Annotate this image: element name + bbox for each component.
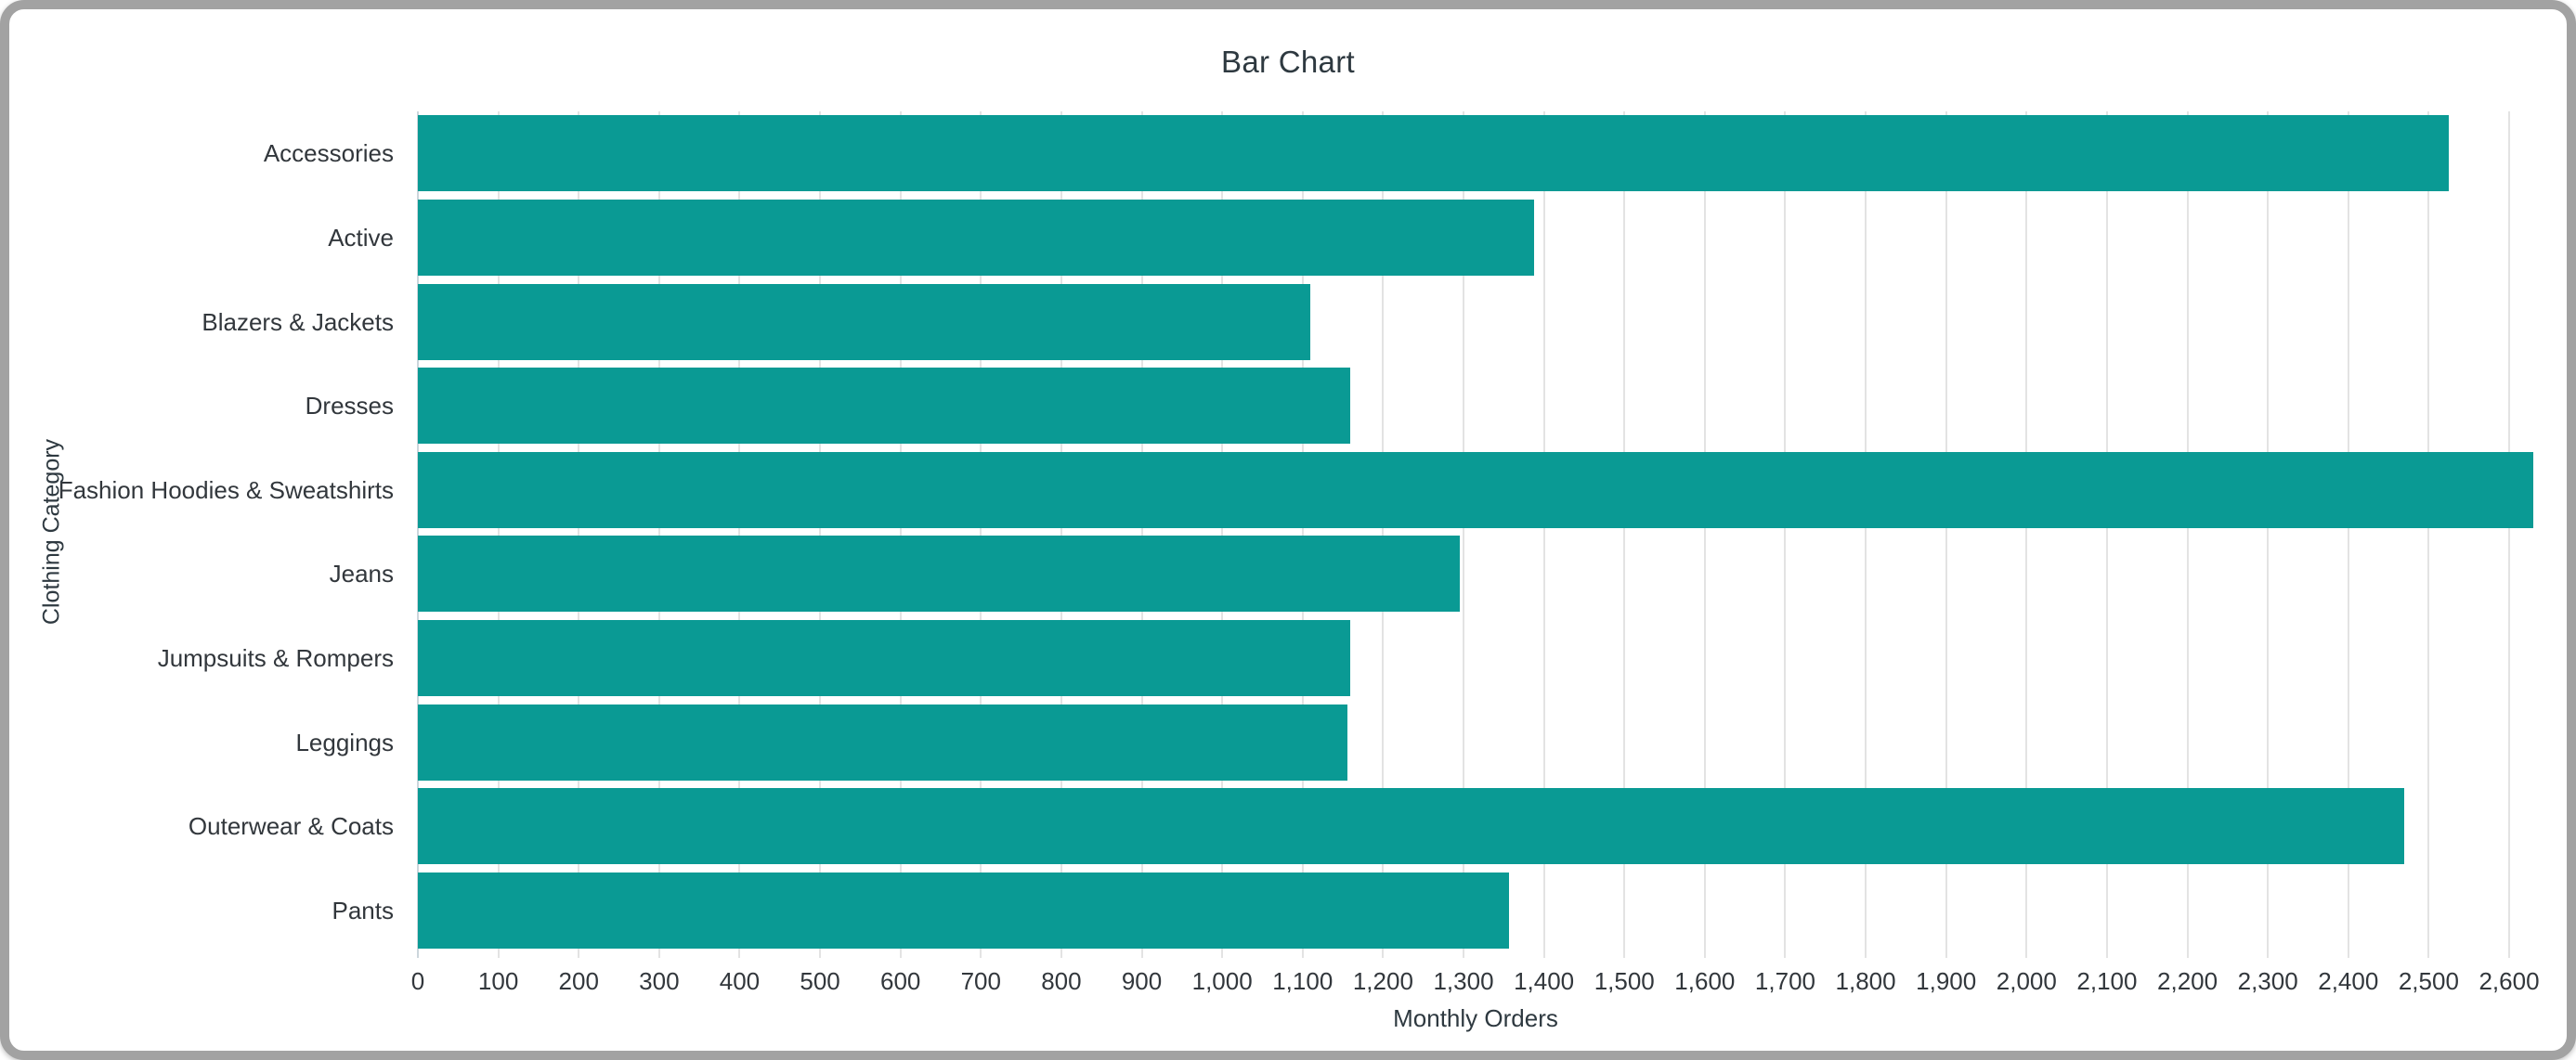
- x-tick-label: 1,600: [1674, 967, 1736, 995]
- x-tick-label: 700: [960, 967, 1001, 995]
- plot-area: [417, 111, 2533, 958]
- gridline: [2105, 111, 2108, 958]
- gridline: [980, 111, 982, 958]
- x-tick-label: 1,500: [1594, 967, 1655, 995]
- gridline: [1542, 111, 1545, 958]
- gridline: [1140, 111, 1143, 958]
- x-tick-label: 1,300: [1433, 967, 1494, 995]
- x-tick-label: 800: [1041, 967, 1082, 995]
- gridline: [1703, 111, 1706, 958]
- bar: [418, 872, 1510, 949]
- gridline: [1382, 111, 1385, 958]
- gridline: [2508, 111, 2510, 958]
- bar: [418, 704, 1348, 781]
- category-label: Accessories: [263, 139, 394, 168]
- gridline: [899, 111, 902, 958]
- gridline: [2025, 111, 2028, 958]
- x-tick-label: 2,100: [2076, 967, 2138, 995]
- category-label: Pants: [332, 896, 395, 924]
- gridline: [657, 111, 660, 958]
- gridline: [819, 111, 822, 958]
- x-tick-label: 2,200: [2157, 967, 2218, 995]
- x-tick-label: 2,600: [2478, 967, 2540, 995]
- gridline: [2267, 111, 2270, 958]
- x-tick-label: 900: [1121, 967, 1163, 995]
- category-label: Dresses: [305, 392, 394, 420]
- x-tick-label: 1,000: [1191, 967, 1253, 995]
- category-label: Jeans: [329, 560, 394, 588]
- x-axis-title: Monthly Orders: [1393, 1004, 1558, 1032]
- x-tick-label: 1,200: [1352, 967, 1413, 995]
- bar: [418, 199, 1535, 276]
- x-tick-label: 1,900: [1916, 967, 1977, 995]
- gridline: [1301, 111, 1304, 958]
- gridline: [1060, 111, 1062, 958]
- bar: [418, 115, 2450, 192]
- category-label: Jumpsuits & Rompers: [157, 643, 394, 672]
- category-label: Leggings: [295, 728, 394, 756]
- gridline: [1463, 111, 1464, 958]
- x-tick-label: 500: [800, 967, 840, 995]
- x-tick-label: 1,800: [1835, 967, 1896, 995]
- x-tick-label: 200: [558, 967, 599, 995]
- bar: [418, 451, 2533, 528]
- category-label: Outerwear & Coats: [188, 812, 394, 841]
- gridline: [1623, 111, 1626, 958]
- bar: [418, 788, 2405, 865]
- y-axis-title: Clothing Category: [38, 438, 65, 626]
- x-tick-label: 300: [639, 967, 680, 995]
- gridline: [1945, 111, 1947, 958]
- x-tick-label: 2,000: [1996, 967, 2057, 995]
- x-tick-label: 400: [719, 967, 761, 995]
- y-axis-line: [417, 111, 419, 958]
- x-tick-label: 1,400: [1514, 967, 1575, 995]
- gridline: [2186, 111, 2189, 958]
- bar: [418, 368, 1350, 445]
- category-label: Active: [328, 223, 394, 252]
- gridline: [1221, 111, 1224, 958]
- x-tick-label: 1,700: [1754, 967, 1816, 995]
- x-tick-label: 100: [477, 967, 519, 995]
- bar: [418, 283, 1311, 360]
- x-tick-label: 600: [879, 967, 921, 995]
- x-tick-label: 1,100: [1272, 967, 1334, 995]
- gridline: [2347, 111, 2349, 958]
- gridline: [1865, 111, 1867, 958]
- bar: [418, 619, 1350, 696]
- x-tick-label: 2,500: [2398, 967, 2459, 995]
- x-tick-label: 2,300: [2237, 967, 2298, 995]
- gridline: [497, 111, 500, 958]
- category-label: Blazers & Jackets: [202, 307, 394, 336]
- x-tick-label: 0: [410, 967, 425, 995]
- chart-title: Bar Chart: [1221, 45, 1355, 79]
- gridline: [738, 111, 741, 958]
- gridline: [1784, 111, 1787, 958]
- category-label: Fashion Hoodies & Sweatshirts: [58, 475, 394, 504]
- gridline: [578, 111, 580, 958]
- bar: [418, 536, 1460, 613]
- gridline: [2427, 111, 2430, 958]
- x-tick-label: 2,400: [2318, 967, 2379, 995]
